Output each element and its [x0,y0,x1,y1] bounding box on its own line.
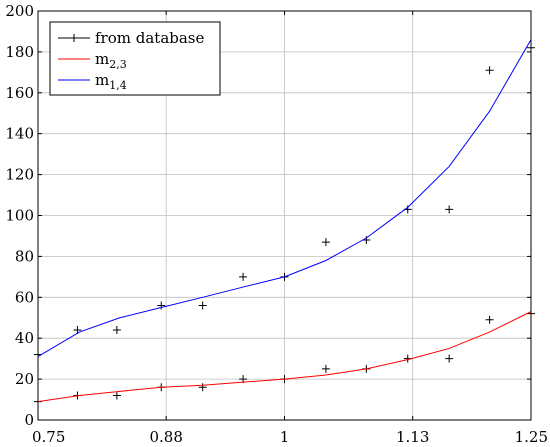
y-tick-label: 120 [5,166,34,184]
y-tick-label: 0 [24,411,34,429]
x-tick-label: 0.88 [149,428,182,446]
legend-entry: from database [58,29,205,47]
x-tick-label: 1 [280,428,290,446]
series-2 [37,39,532,358]
x-tick-label: 1.13 [396,428,429,446]
data-point [445,354,454,363]
data-point [445,205,454,214]
series-1 [37,311,532,403]
y-tick-label: 80 [15,247,34,265]
plot-area [34,39,535,406]
data-point [485,66,494,75]
series-line [37,311,532,403]
y-tick-label: 100 [5,207,34,225]
data-point [112,326,121,335]
axis-ticks: 0.75 0.88 1 1.13 1.25 0 20 40 60 80 100 120 140 160 18… [5,2,548,446]
data-point [198,301,207,310]
data-point [157,301,166,310]
legend-label: from database [95,29,205,47]
y-tick-label: 200 [5,2,34,20]
data-point [321,238,330,247]
data-point [239,272,248,281]
data-point [198,383,207,392]
y-tick-label: 180 [5,43,34,61]
y-tick-label: 40 [15,329,34,347]
y-tick-label: 140 [5,125,34,143]
x-tick-label: 0.75 [32,428,65,446]
data-point [485,315,494,324]
legend-entry: m1,4 [58,71,127,92]
data-point [112,391,121,400]
y-tick-label: 60 [15,288,34,306]
y-tick-label: 20 [15,370,34,388]
x-tick-label: 1.25 [515,428,548,446]
series-line [37,39,532,358]
data-point [321,364,330,373]
y-tick-label: 160 [5,84,34,102]
